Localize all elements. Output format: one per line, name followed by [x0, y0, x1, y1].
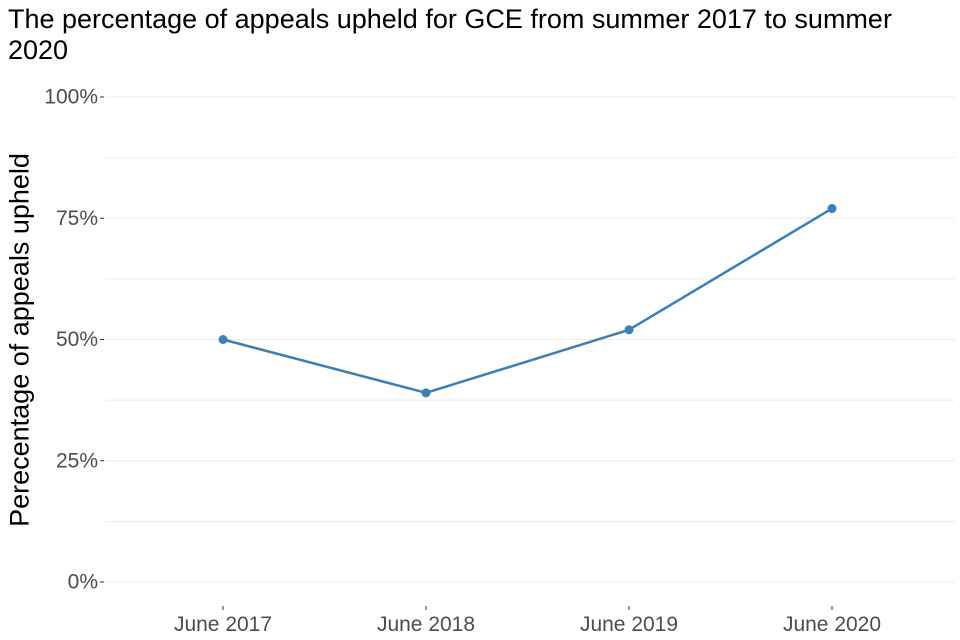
gridlines — [105, 96, 955, 583]
y-tick-label-1: 25% — [56, 449, 98, 472]
x-tick-label-0: June 2017 — [174, 613, 272, 636]
data-point-june-2020 — [827, 204, 837, 214]
data-point-june-2017 — [218, 335, 228, 344]
y-tick-label-2: 50% — [56, 328, 98, 351]
data-point-june-2019 — [624, 325, 634, 335]
y-axis-ticks: 0% 25% 50% 75% 100% — [44, 86, 104, 594]
data-point-june-2018 — [421, 388, 431, 398]
x-tick-label-2: June 2019 — [580, 613, 678, 636]
chart-title: The percentage of appeals upheld for GCE… — [8, 4, 892, 65]
x-tick-label-1: June 2018 — [377, 613, 475, 636]
y-tick-label-0: 0% — [68, 571, 98, 594]
series-layer — [218, 204, 837, 398]
series-line-0 — [221, 207, 834, 395]
x-axis-ticks: June 2017 June 2018 June 2019 June 2020 — [174, 606, 881, 636]
y-tick-label-4: 100% — [44, 86, 98, 109]
y-tick-label-3: 75% — [56, 207, 98, 230]
x-tick-label-3: June 2020 — [783, 613, 881, 636]
